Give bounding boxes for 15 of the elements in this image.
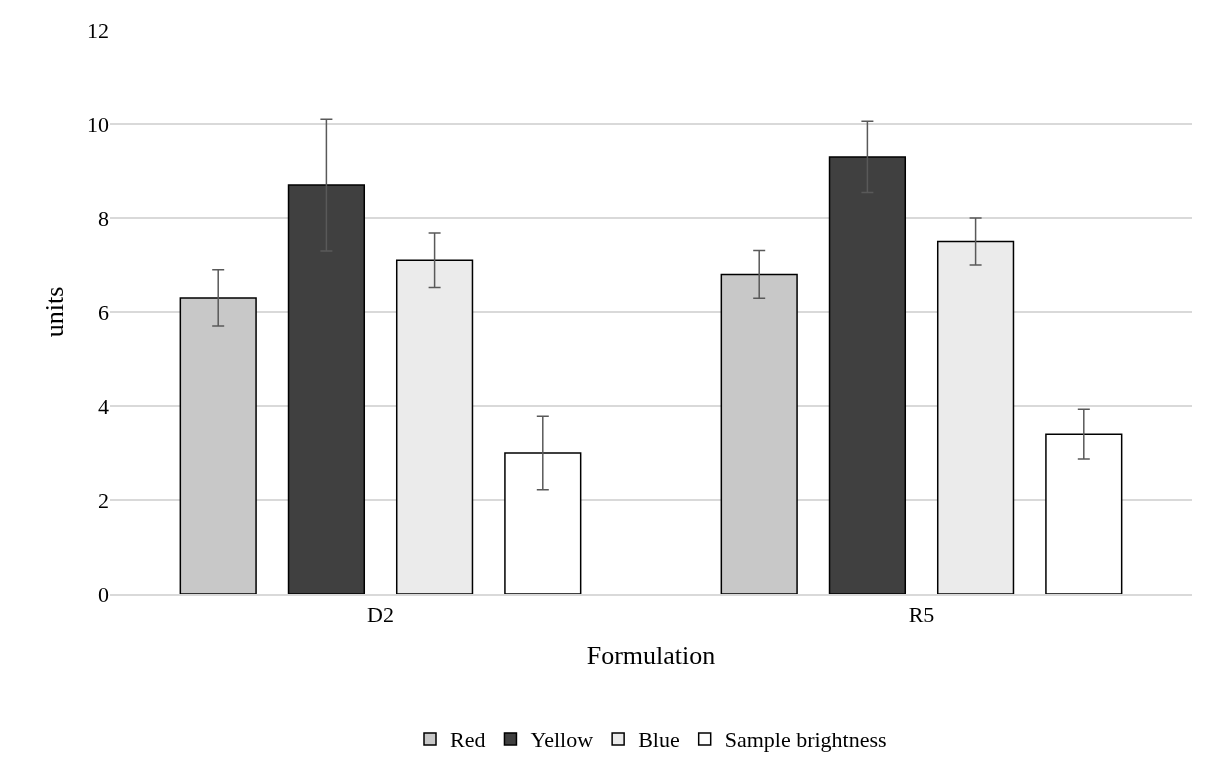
legend-label: Blue [638, 727, 680, 753]
y-tick-label: 12 [87, 17, 109, 43]
y-tick-label: 4 [98, 393, 109, 419]
y-axis-title: units [40, 286, 70, 338]
legend-label: Yellow [530, 727, 594, 753]
y-tick-label: 10 [87, 111, 109, 137]
x-tick-label: R5 [908, 602, 935, 628]
y-tick-label: 2 [98, 487, 109, 513]
x-tick-label: D2 [367, 602, 394, 628]
y-tick-label: 0 [98, 581, 109, 607]
legend-label: Red [450, 727, 486, 753]
y-tick-label: 8 [98, 205, 109, 231]
legend-label: Sample brightness [724, 727, 887, 753]
y-tick-label: 6 [98, 299, 109, 325]
x-axis-title: Formulation [586, 641, 716, 671]
